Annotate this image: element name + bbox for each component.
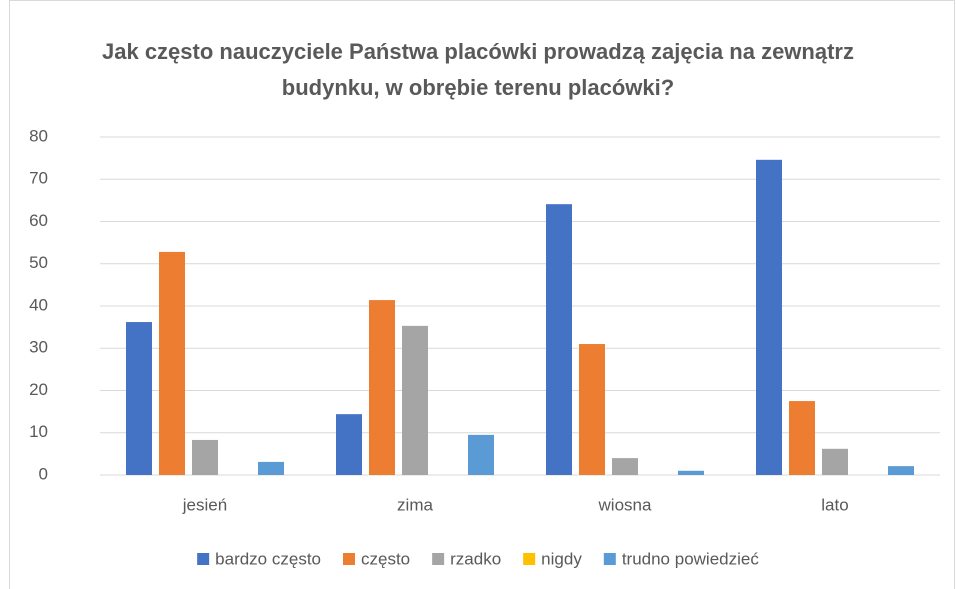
chart-border bbox=[9, 0, 955, 589]
bar bbox=[546, 204, 572, 476]
legend-swatch bbox=[432, 553, 445, 565]
legend-swatch bbox=[197, 553, 210, 565]
y-tick-label: 80 bbox=[29, 126, 48, 145]
bar bbox=[888, 466, 914, 475]
bar bbox=[822, 448, 848, 475]
legend-label: rzadko bbox=[450, 549, 501, 568]
x-tick-label: lato bbox=[821, 495, 848, 514]
x-tick-label: wiosna bbox=[598, 495, 652, 514]
legend-label: nigdy bbox=[541, 549, 582, 568]
bar bbox=[468, 434, 494, 475]
bar bbox=[192, 439, 218, 475]
bar bbox=[258, 461, 284, 475]
bar bbox=[612, 458, 638, 475]
y-tick-label: 0 bbox=[39, 464, 48, 483]
bar bbox=[678, 470, 704, 475]
bar bbox=[126, 322, 152, 475]
y-tick-label: 20 bbox=[29, 380, 48, 399]
legend-swatch bbox=[603, 553, 616, 565]
legend-swatch bbox=[523, 553, 536, 565]
legend-label: często bbox=[361, 549, 410, 568]
y-tick-label: 50 bbox=[29, 253, 48, 272]
x-tick-label: zima bbox=[397, 495, 433, 514]
y-tick-label: 70 bbox=[29, 169, 48, 188]
x-tick-label: jesień bbox=[182, 495, 227, 514]
bar bbox=[789, 401, 815, 475]
bar bbox=[159, 251, 185, 475]
y-tick-label: 60 bbox=[29, 211, 48, 230]
bar bbox=[369, 300, 395, 475]
bar bbox=[756, 159, 782, 475]
bar bbox=[402, 325, 428, 475]
y-tick-label: 40 bbox=[29, 295, 48, 314]
legend-swatch bbox=[343, 553, 355, 565]
y-tick-label: 30 bbox=[29, 338, 48, 357]
legend-label: trudno powiedzieć bbox=[622, 549, 760, 568]
bar bbox=[579, 344, 605, 475]
legend-label: bardzo często bbox=[215, 549, 321, 568]
chart-title: Jak często nauczyciele Państwa placówki … bbox=[102, 39, 854, 100]
y-tick-label: 10 bbox=[29, 422, 48, 441]
bar bbox=[336, 414, 362, 475]
